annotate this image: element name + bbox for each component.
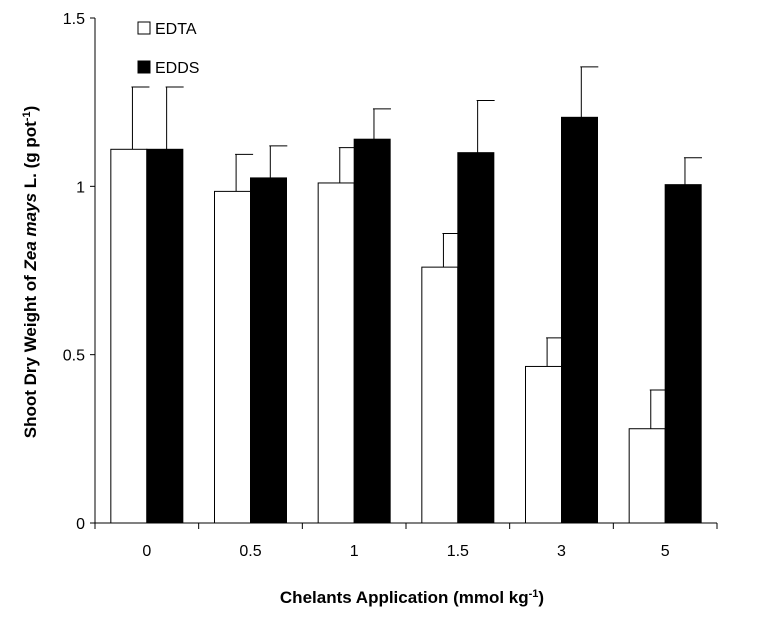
bar-edds xyxy=(353,138,391,524)
legend-swatch-edds xyxy=(137,60,151,74)
bar-edta xyxy=(214,190,251,524)
legend: EDTA EDDS xyxy=(137,21,199,77)
bar-edta xyxy=(421,266,459,524)
y-axis-title: Shoot Dry Weight of Zea mays L. (g pot-1… xyxy=(21,106,40,439)
legend-swatch-edta xyxy=(137,21,151,35)
y-tick-label: 1.5 xyxy=(63,11,85,28)
y-tick-label: 0.5 xyxy=(63,348,85,365)
x-tick-label: 0 xyxy=(142,543,151,560)
plot-area: 0 0.5 1 1.5 0 0.5 1 1.5 3 5 xyxy=(63,11,718,560)
bar-edta xyxy=(110,148,148,524)
bar-edds xyxy=(250,177,287,524)
bar-edds xyxy=(561,116,598,524)
legend-label-edds: EDDS xyxy=(155,60,199,77)
x-axis-title: Chelants Application (mmol kg-1) xyxy=(280,588,544,607)
y-tick-label: 0 xyxy=(76,516,85,533)
bar-edta xyxy=(628,428,666,524)
bar-edta xyxy=(317,182,355,524)
bar-edds xyxy=(457,152,495,524)
x-tick-label: 1 xyxy=(350,543,359,560)
x-tick-label: 0.5 xyxy=(239,543,261,560)
bar-edds xyxy=(146,148,184,524)
x-tick-label: 1.5 xyxy=(447,543,469,560)
y-tick-label: 1 xyxy=(76,179,85,196)
x-tick-label: 3 xyxy=(557,543,566,560)
legend-label-edta: EDTA xyxy=(155,21,197,38)
x-tick-label: 5 xyxy=(661,543,670,560)
bar-edds xyxy=(664,184,702,524)
bar-edta xyxy=(525,365,562,524)
